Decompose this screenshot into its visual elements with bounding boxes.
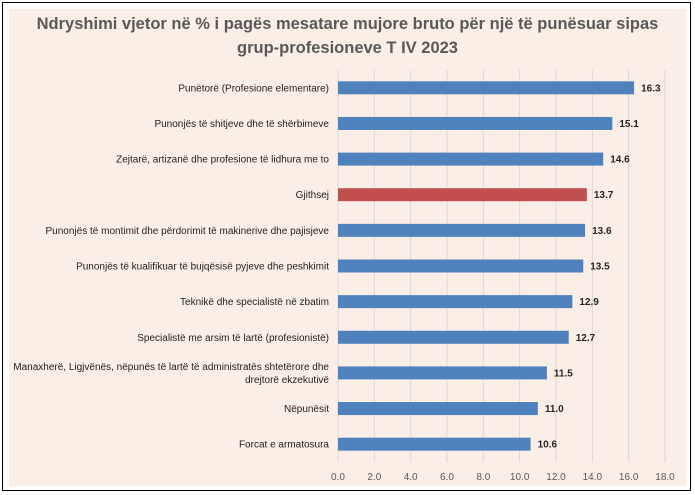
category-label: Teknikë dhe specialistë në zbatim	[180, 297, 329, 308]
category-label: Specialistë me arsim të lartë (profesion…	[137, 333, 329, 344]
x-tick-label: 12.0	[546, 472, 566, 483]
bar	[338, 259, 584, 273]
data-label: 12.7	[576, 333, 596, 344]
data-label: 13.7	[594, 190, 614, 201]
bar	[338, 116, 613, 130]
category-label: Punonjës të shitjeve dhe të shërbimeve	[154, 119, 329, 130]
bar	[338, 152, 604, 166]
bar	[338, 437, 531, 451]
x-tick-label: 6.0	[440, 472, 454, 483]
category-label: Nëpunësit	[284, 404, 329, 415]
x-tick-label: 18.0	[655, 472, 675, 483]
x-tick-label: 16.0	[619, 472, 639, 483]
chart-title-line-1: Ndryshimi vjetor në % i pagës mesatare m…	[36, 15, 659, 33]
x-tick-label: 4.0	[404, 472, 418, 483]
x-tick-label: 14.0	[583, 472, 603, 483]
category-label: Manaxherë, Ligjvënës, nëpunës të lartë t…	[13, 362, 329, 373]
bar	[338, 223, 586, 237]
category-label: Forcat e armatosura	[239, 440, 329, 451]
x-tick-label: 0.0	[331, 472, 345, 483]
data-label: 11.5	[554, 368, 573, 379]
data-label: 11.0	[545, 404, 564, 415]
data-label: 16.3	[641, 83, 661, 94]
bar	[338, 366, 547, 380]
data-label: 13.6	[592, 226, 612, 237]
bar	[338, 188, 587, 202]
category-label: drejtorë ekzekutivë	[245, 375, 329, 386]
x-tick-label: 2.0	[367, 472, 381, 483]
category-label: Zejtarë, artizanë dhe profesione të lidh…	[116, 155, 329, 166]
data-label: 13.5	[590, 262, 610, 273]
x-tick-label: 10.0	[510, 472, 530, 483]
data-label: 14.6	[610, 155, 630, 166]
data-label: 15.1	[619, 119, 639, 130]
x-tick-label: 8.0	[476, 472, 490, 483]
chart-title-line-2: grup-profesioneve T IV 2023	[237, 39, 458, 57]
category-label: Gjithsej	[296, 190, 329, 201]
category-label: Punonjës të montimit dhe përdorimit të m…	[46, 226, 330, 237]
bar	[338, 330, 569, 344]
bar	[338, 295, 573, 309]
bar	[338, 81, 635, 95]
bar	[338, 402, 538, 416]
data-label: 10.6	[538, 440, 558, 451]
chart-title: Ndryshimi vjetor në % i pagës mesatare m…	[0, 12, 695, 60]
data-label: 12.9	[579, 297, 599, 308]
category-label: Punëtorë (Profesione elementare)	[178, 83, 329, 94]
category-label: Punonjës të kualifikuar të bujqësisë pyj…	[76, 262, 329, 273]
